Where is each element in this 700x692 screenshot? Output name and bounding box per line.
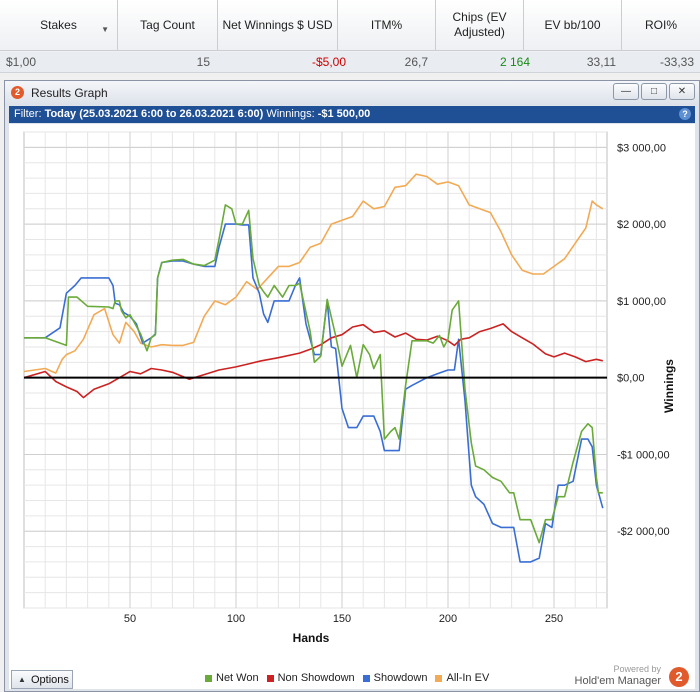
cell-net-winnings: -$5,00: [311, 55, 346, 69]
column-label: Net Winnings $ USD: [222, 17, 333, 32]
legend-item: Showdown: [362, 672, 428, 684]
hm2-logo-icon: 2: [669, 667, 689, 687]
cell-chips-ev: 2 164: [499, 55, 530, 69]
options-label: Options: [31, 674, 69, 686]
column-label: ITM%: [370, 17, 403, 32]
legend-swatch: [205, 674, 212, 682]
y-tick-label: $1 000,00: [617, 296, 666, 308]
column-label: Stakes: [40, 17, 77, 32]
column-label: ROI%: [644, 17, 677, 32]
close-button[interactable]: ✕: [669, 83, 695, 100]
legend-swatch: [362, 674, 370, 682]
legend-item: Non Showdown: [266, 672, 355, 684]
options-button[interactable]: ▲ Options: [11, 670, 73, 689]
filter-text: Today (25.03.2021 6:00 to 26.03.2021 6:0…: [44, 108, 264, 120]
plot-frame: [23, 131, 608, 609]
sort-dropdown-icon[interactable]: ▼: [101, 25, 109, 34]
results-table-header: Stakes ▼ Tag Count Net Winnings $ USD IT…: [0, 0, 700, 51]
series-line: [24, 204, 603, 544]
series-line: [23, 173, 604, 374]
legend-item: Net Won: [205, 672, 259, 684]
column-label: Tag Count: [140, 17, 195, 32]
y-tick-label: $0,00: [617, 373, 645, 385]
x-axis-label: Hands: [293, 631, 330, 645]
legend-swatch: [435, 674, 443, 682]
restore-button[interactable]: □: [641, 83, 667, 100]
app-logo-icon: 2: [11, 86, 24, 99]
chart-series: [23, 173, 604, 563]
x-tick-label: 150: [333, 613, 351, 625]
chart-grid: [23, 131, 608, 609]
y-tick-label: $3 000,00: [617, 142, 666, 154]
legend-label: Non Showdown: [277, 672, 355, 684]
x-tick-label: 100: [227, 613, 245, 625]
x-tick-label: 250: [545, 613, 563, 625]
x-tick-label: 200: [439, 613, 457, 625]
column-header-ev-bb100[interactable]: EV bb/100: [524, 0, 622, 50]
column-header-roi[interactable]: ROI%: [622, 0, 700, 50]
column-header-net-winnings[interactable]: Net Winnings $ USD: [218, 0, 338, 50]
chart-legend: Net Won Non Showdown Showdown All-In EV: [205, 672, 489, 684]
cell-stakes: $1,00: [6, 55, 37, 69]
cell-tag-count: 15: [196, 55, 210, 69]
column-header-tag-count[interactable]: Tag Count: [118, 0, 218, 50]
product-name: Hold'em Manager: [574, 675, 661, 687]
help-icon[interactable]: ?: [679, 108, 691, 120]
column-label: EV bb/100: [544, 17, 601, 32]
window-titlebar[interactable]: 2 Results Graph — □ ✕: [5, 81, 699, 105]
column-label: Chips (EV Adjusted): [452, 10, 507, 39]
filter-bar[interactable]: Filter: Today (25.03.2021 6:00 to 26.03.…: [9, 106, 695, 123]
results-graph-window: 2 Results Graph — □ ✕ Filter: Today (25.…: [4, 80, 700, 692]
series-line: [23, 323, 603, 399]
column-header-stakes[interactable]: Stakes ▼: [0, 0, 118, 50]
table-row[interactable]: $1,00 15 -$5,00 26,7 2 164 33,11 -33,33: [0, 52, 700, 73]
minimize-button[interactable]: —: [613, 83, 639, 100]
y-tick-label: -$2 000,00: [617, 526, 670, 538]
legend-item: All-In EV: [435, 672, 489, 684]
cell-ev-bb100: 33,11: [586, 55, 616, 69]
results-line-chart: 50 100 150 200 250 $3 000,00 $2 000,00 $1 000,0…: [23, 131, 676, 645]
window-title: Results Graph: [31, 86, 108, 100]
y-tick-label: -$1 000,00: [617, 449, 670, 461]
cell-itm: 26,7: [404, 55, 428, 69]
y-axis-label: Winnings: [662, 359, 676, 413]
legend-label: Showdown: [373, 672, 428, 684]
graph-area: 50 100 150 200 250 $3 000,00 $2 000,00 $1 000,0…: [9, 124, 695, 686]
chart-axes: 50 100 150 200 250 $3 000,00 $2 000,00 $1 000,0…: [24, 142, 670, 625]
x-tick-label: 50: [124, 613, 136, 625]
expand-up-icon: ▲: [18, 675, 26, 684]
cell-roi: -33,33: [659, 55, 694, 69]
winnings-label: Winnings:: [266, 108, 315, 120]
y-tick-label: $2 000,00: [617, 219, 666, 231]
column-header-chips-ev[interactable]: Chips (EV Adjusted): [436, 0, 524, 50]
legend-swatch: [266, 674, 274, 682]
graph-footer: ▲ Options Net Won Non Showdown Showdown All…: [9, 664, 695, 689]
powered-by-text: Powered by: [613, 664, 661, 674]
column-header-itm[interactable]: ITM%: [338, 0, 436, 50]
legend-label: Net Won: [216, 672, 259, 684]
filter-label: Filter:: [14, 108, 42, 120]
legend-label: All-In EV: [446, 672, 490, 684]
winnings-value: -$1 500,00: [317, 108, 371, 120]
